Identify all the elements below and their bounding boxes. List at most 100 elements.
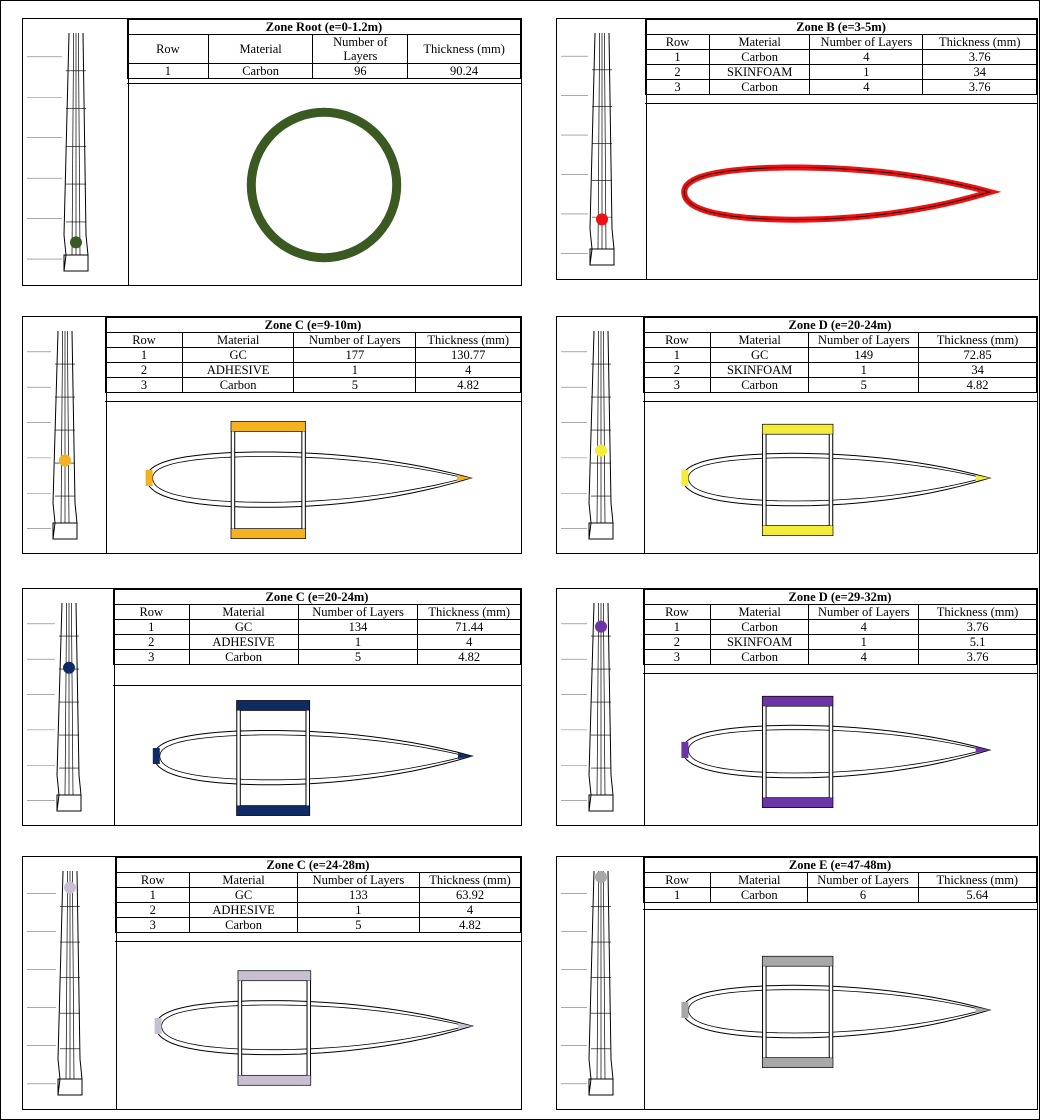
zone-panel: Zone B (e=3-5m) Row Material Number of Laye… <box>556 18 1038 280</box>
cross-section-drawing <box>643 909 1037 1109</box>
column-header-row: Row <box>642 872 712 888</box>
cell-material: Carbon <box>709 377 810 393</box>
cell-layers: 4 <box>809 49 924 65</box>
cell-row: 2 <box>114 902 191 918</box>
cell-material: Carbon <box>207 63 314 79</box>
cell-thickness: 34 <box>922 64 1037 80</box>
spar-cap-bottom <box>761 1057 834 1069</box>
leading-edge-reinforcement <box>681 1002 689 1018</box>
blade-location-svg <box>561 330 614 540</box>
cell-thickness: 4 <box>417 634 521 650</box>
column-header-layers: Number of Layers <box>807 872 919 888</box>
blade-location-thumbnail <box>557 857 645 1109</box>
blade-spar-line <box>596 602 599 796</box>
cell-material: ADHESIVE <box>182 362 295 378</box>
column-header-thickness: Thickness (mm) <box>407 34 521 64</box>
cell-thickness: 4.82 <box>918 377 1037 393</box>
spar-cap-bottom <box>236 805 311 816</box>
table-row: 1 GC 134 71.44 <box>113 619 521 635</box>
column-header-material: Material <box>188 604 299 620</box>
zone-panel: Zone C (e=20-24m) Row Material Number of La… <box>22 588 522 826</box>
cell-layers: 5 <box>296 917 421 933</box>
cell-material: Carbon <box>709 619 810 635</box>
column-header-row: Row <box>104 332 184 348</box>
blade-root-block <box>52 522 78 540</box>
trailing-edge-reinforcement <box>975 475 990 481</box>
blade-outline <box>561 330 614 540</box>
zone-panel: Zone C (e=24-28m) Row Material Number of La… <box>22 856 522 1110</box>
cross-section-svg <box>154 970 475 1086</box>
cell-row: 1 <box>643 619 711 635</box>
blade-spar-line <box>78 32 81 256</box>
blade-spar-line <box>65 870 68 1080</box>
cell-thickness: 72.85 <box>918 347 1037 363</box>
cell-row: 2 <box>644 64 711 80</box>
blade-spar-line <box>603 870 606 1080</box>
cell-layers: 134 <box>297 619 419 635</box>
cell-row: 3 <box>113 649 190 665</box>
layup-table: Zone C (e=20-24m) Row Material Number of La… <box>113 589 521 665</box>
zone-marker-dot <box>595 444 607 457</box>
leading-edge-reinforcement <box>145 470 153 486</box>
cell-layers: 4 <box>808 649 920 665</box>
blade-location-svg <box>27 330 78 540</box>
cell-thickness: 3.76 <box>922 49 1037 65</box>
cell-thickness: 71.44 <box>417 619 521 635</box>
cell-layers: 4 <box>809 79 924 95</box>
leading-edge-reinforcement <box>681 742 689 758</box>
cell-layers: 5 <box>297 649 419 665</box>
column-header-layers: Number of Layers <box>293 332 417 348</box>
zone-title: Zone Root (e=0-1.2m) <box>127 19 521 35</box>
column-header-thickness: Thickness (mm) <box>917 872 1038 888</box>
zone-marker-dot <box>59 454 71 467</box>
airfoil-shell <box>681 164 1002 223</box>
column-header-material: Material <box>709 604 810 620</box>
zone-marker-dot <box>70 236 82 249</box>
cell-material: SKINFOAM <box>709 362 810 378</box>
zone-panel: Zone D (e=29-32m) Row Material Number of La… <box>556 588 1038 826</box>
blade-spar-line <box>597 32 600 250</box>
column-header-material: Material <box>710 872 809 888</box>
cell-row: 2 <box>113 634 190 650</box>
cell-material: ADHESIVE <box>189 902 298 918</box>
column-header-layers: Number of Layers <box>809 34 924 50</box>
layup-table: Zone E (e=47-48m) Row Material Number of La… <box>642 857 1038 903</box>
zone-marker-dot <box>596 213 608 226</box>
layup-table: Zone C (e=24-28m) Row Material Number of La… <box>114 857 521 933</box>
cell-row: 2 <box>643 634 711 650</box>
blade-outline <box>561 602 614 812</box>
column-header-row: Row <box>114 872 191 888</box>
column-header-row: Row <box>113 604 190 620</box>
column-header-material: Material <box>182 332 295 348</box>
blade-root-block <box>588 794 614 812</box>
cell-row: 3 <box>643 649 711 665</box>
cell-thickness: 4 <box>415 362 521 378</box>
blade-spar-line <box>72 870 75 1080</box>
table-row: 2 SKINFOAM 1 5.1 <box>643 634 1037 650</box>
spar-cap-bottom <box>761 525 834 537</box>
cell-row: 1 <box>113 619 190 635</box>
layup-table: Zone B (e=3-5m) Row Material Number of Laye… <box>644 19 1037 95</box>
blade-location-svg <box>561 32 615 266</box>
blade-spar-line <box>60 330 63 524</box>
blade-location-svg <box>561 870 614 1096</box>
cross-section-svg <box>681 164 1002 223</box>
table-row: 2 SKINFOAM 1 34 <box>644 64 1037 80</box>
cell-material: Carbon <box>710 887 809 903</box>
cell-layers: 96 <box>312 63 409 79</box>
blade-location-svg <box>27 602 82 812</box>
blade-outline <box>27 32 89 272</box>
cell-layers: 177 <box>293 347 417 363</box>
spar-cap-bottom <box>761 797 834 809</box>
spar-cap-top <box>230 421 306 432</box>
column-header-thickness: Thickness (mm) <box>419 872 521 888</box>
column-header-row: Row <box>643 604 711 620</box>
cross-section-drawing <box>115 941 521 1109</box>
zone-marker-dot <box>595 620 607 633</box>
cross-section-drawing <box>105 401 521 553</box>
cross-section-svg <box>246 107 402 263</box>
table-row: 2 ADHESIVE 1 4 <box>113 634 521 650</box>
blade-outline <box>27 870 83 1096</box>
column-header-material: Material <box>709 34 811 50</box>
spar-cap-bottom <box>237 1074 312 1086</box>
